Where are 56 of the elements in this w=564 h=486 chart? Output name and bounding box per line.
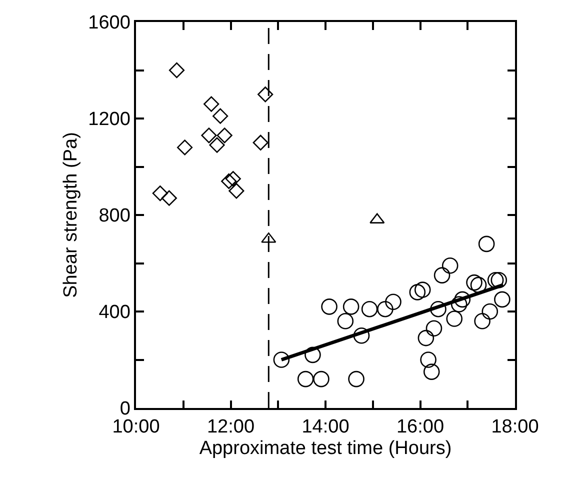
point — [348, 370, 364, 388]
point — [414, 282, 431, 298]
point — [201, 128, 217, 144]
point — [161, 190, 177, 206]
point — [434, 267, 450, 284]
point — [474, 313, 490, 330]
x-tick-label: 18:00 — [491, 416, 539, 438]
point — [353, 327, 370, 344]
point — [409, 284, 426, 300]
y-tick-label: 800 — [98, 206, 130, 227]
y-tick-label: 1200 — [88, 109, 130, 130]
point — [430, 300, 446, 318]
y-tick-label: 1600 — [88, 12, 130, 34]
point — [177, 140, 193, 156]
point — [426, 320, 442, 337]
point — [377, 300, 394, 318]
point — [252, 134, 268, 150]
point — [209, 137, 225, 153]
point — [420, 352, 436, 368]
point — [221, 173, 237, 190]
point — [228, 183, 244, 199]
point — [321, 298, 338, 315]
point — [450, 296, 468, 312]
point — [361, 300, 378, 318]
point — [337, 313, 354, 330]
point — [342, 298, 360, 315]
point — [225, 171, 241, 187]
point — [478, 236, 495, 252]
point — [212, 108, 228, 124]
point — [313, 370, 330, 388]
point — [490, 272, 508, 288]
point — [273, 352, 290, 368]
x-tick-label: 12:00 — [206, 416, 255, 438]
x-tick-label: 14:00 — [302, 416, 350, 438]
point — [494, 291, 510, 308]
point — [304, 346, 321, 364]
point — [297, 370, 314, 388]
point — [446, 310, 463, 327]
y-tick-label: 400 — [98, 302, 130, 324]
point — [168, 62, 185, 78]
point — [418, 330, 434, 346]
x-tick-label: 16:00 — [396, 416, 444, 438]
point — [258, 86, 274, 102]
point — [487, 272, 504, 288]
point — [204, 96, 220, 112]
point — [442, 258, 458, 274]
y-axis-title: Shear strength (Pa) — [60, 132, 82, 298]
point — [385, 294, 402, 310]
point — [454, 291, 471, 308]
point — [152, 185, 168, 202]
point — [470, 276, 487, 294]
point — [216, 128, 232, 144]
point — [466, 274, 482, 291]
point — [423, 364, 440, 380]
x-axis-title: Approximate test time (Hours) — [199, 438, 452, 459]
point — [482, 303, 498, 320]
